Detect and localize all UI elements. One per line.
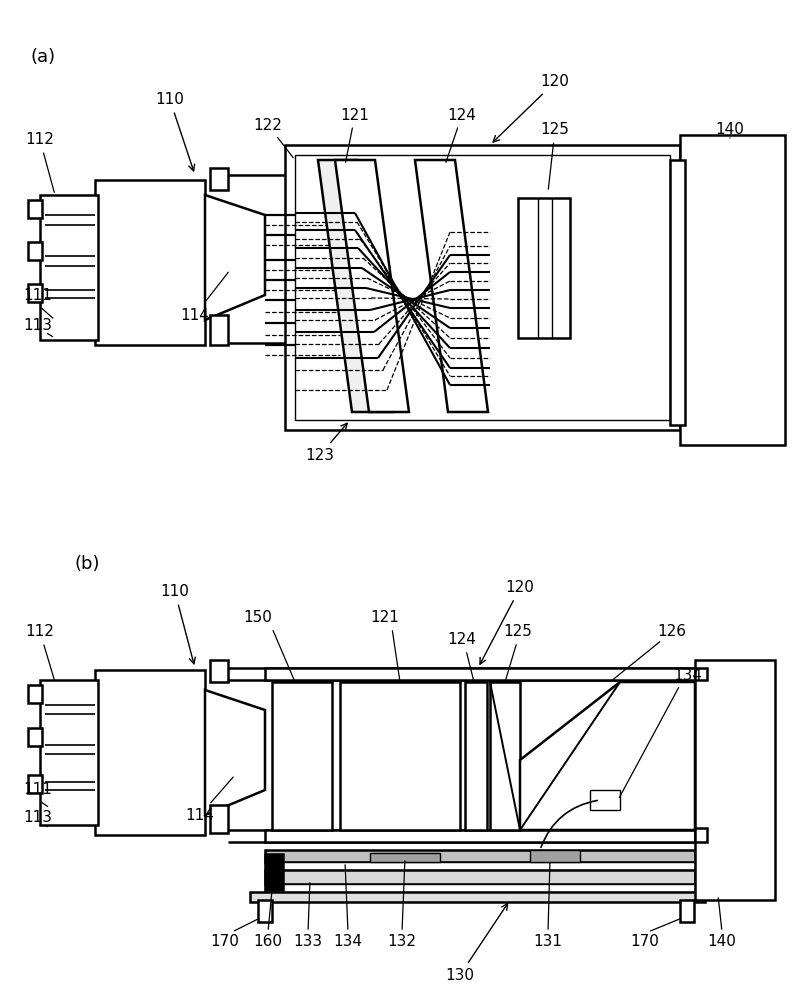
Text: 111: 111 bbox=[23, 782, 53, 798]
Text: 134: 134 bbox=[673, 668, 702, 682]
Bar bbox=[265, 830, 695, 842]
Bar bbox=[370, 853, 440, 862]
Polygon shape bbox=[520, 682, 695, 830]
Bar bbox=[95, 180, 205, 345]
Polygon shape bbox=[205, 690, 265, 815]
Bar bbox=[340, 682, 460, 830]
Text: 130: 130 bbox=[446, 904, 508, 982]
Bar bbox=[40, 680, 98, 825]
Polygon shape bbox=[318, 160, 392, 412]
Polygon shape bbox=[490, 682, 520, 830]
Bar bbox=[28, 685, 42, 703]
Text: 125: 125 bbox=[540, 122, 569, 189]
Text: 140: 140 bbox=[715, 122, 744, 137]
Text: 113: 113 bbox=[23, 318, 53, 332]
Text: 121: 121 bbox=[340, 107, 369, 162]
Text: 112: 112 bbox=[26, 132, 54, 192]
Bar bbox=[210, 805, 228, 833]
Bar bbox=[28, 284, 42, 302]
Bar bbox=[465, 682, 487, 830]
Text: 132: 132 bbox=[387, 934, 416, 950]
Bar bbox=[272, 682, 332, 830]
Bar bbox=[28, 775, 42, 793]
Polygon shape bbox=[205, 195, 265, 320]
Text: 113: 113 bbox=[23, 810, 53, 826]
Bar bbox=[265, 884, 695, 892]
Bar bbox=[680, 900, 694, 922]
Text: 133: 133 bbox=[293, 934, 322, 950]
Bar bbox=[210, 315, 228, 345]
Bar bbox=[40, 195, 98, 340]
Text: 170: 170 bbox=[211, 934, 240, 950]
Bar bbox=[265, 854, 283, 890]
Text: 122: 122 bbox=[254, 117, 293, 158]
Bar bbox=[285, 145, 680, 430]
Bar bbox=[530, 850, 580, 862]
Bar bbox=[670, 160, 685, 425]
Bar bbox=[250, 892, 705, 902]
Text: 170: 170 bbox=[630, 934, 659, 950]
Bar bbox=[258, 900, 272, 922]
Bar bbox=[28, 242, 42, 260]
Text: (a): (a) bbox=[30, 48, 55, 66]
Bar bbox=[518, 198, 570, 338]
Bar bbox=[295, 155, 670, 420]
Text: 123: 123 bbox=[305, 423, 347, 462]
Text: 121: 121 bbox=[370, 610, 399, 626]
Bar bbox=[95, 670, 205, 835]
Bar bbox=[695, 668, 707, 680]
Text: 114: 114 bbox=[181, 272, 228, 322]
Polygon shape bbox=[415, 160, 488, 412]
Text: 150: 150 bbox=[244, 610, 272, 626]
Bar bbox=[265, 668, 695, 680]
Bar bbox=[210, 660, 228, 682]
Bar bbox=[695, 828, 707, 842]
Text: 126: 126 bbox=[658, 624, 687, 640]
Bar bbox=[590, 790, 620, 810]
Bar bbox=[265, 870, 695, 884]
Bar bbox=[210, 168, 228, 190]
Text: 110: 110 bbox=[160, 584, 195, 664]
Polygon shape bbox=[335, 160, 409, 412]
Text: 112: 112 bbox=[26, 624, 54, 679]
Text: 125: 125 bbox=[504, 624, 532, 640]
Bar bbox=[680, 135, 785, 445]
Text: 134: 134 bbox=[334, 934, 363, 950]
Text: 131: 131 bbox=[534, 934, 562, 950]
Text: 120: 120 bbox=[493, 75, 569, 142]
Text: 120: 120 bbox=[480, 580, 535, 664]
Bar bbox=[265, 862, 695, 870]
Text: 111: 111 bbox=[23, 288, 53, 302]
Text: 160: 160 bbox=[254, 934, 283, 950]
Text: 140: 140 bbox=[708, 934, 736, 950]
Bar bbox=[28, 728, 42, 746]
Text: 124: 124 bbox=[446, 107, 476, 162]
Text: 114: 114 bbox=[185, 777, 233, 822]
Bar bbox=[28, 200, 42, 218]
Bar bbox=[695, 660, 775, 900]
Text: (b): (b) bbox=[75, 555, 100, 573]
Text: 110: 110 bbox=[156, 93, 194, 171]
Bar bbox=[265, 850, 695, 862]
Text: 124: 124 bbox=[448, 633, 476, 648]
